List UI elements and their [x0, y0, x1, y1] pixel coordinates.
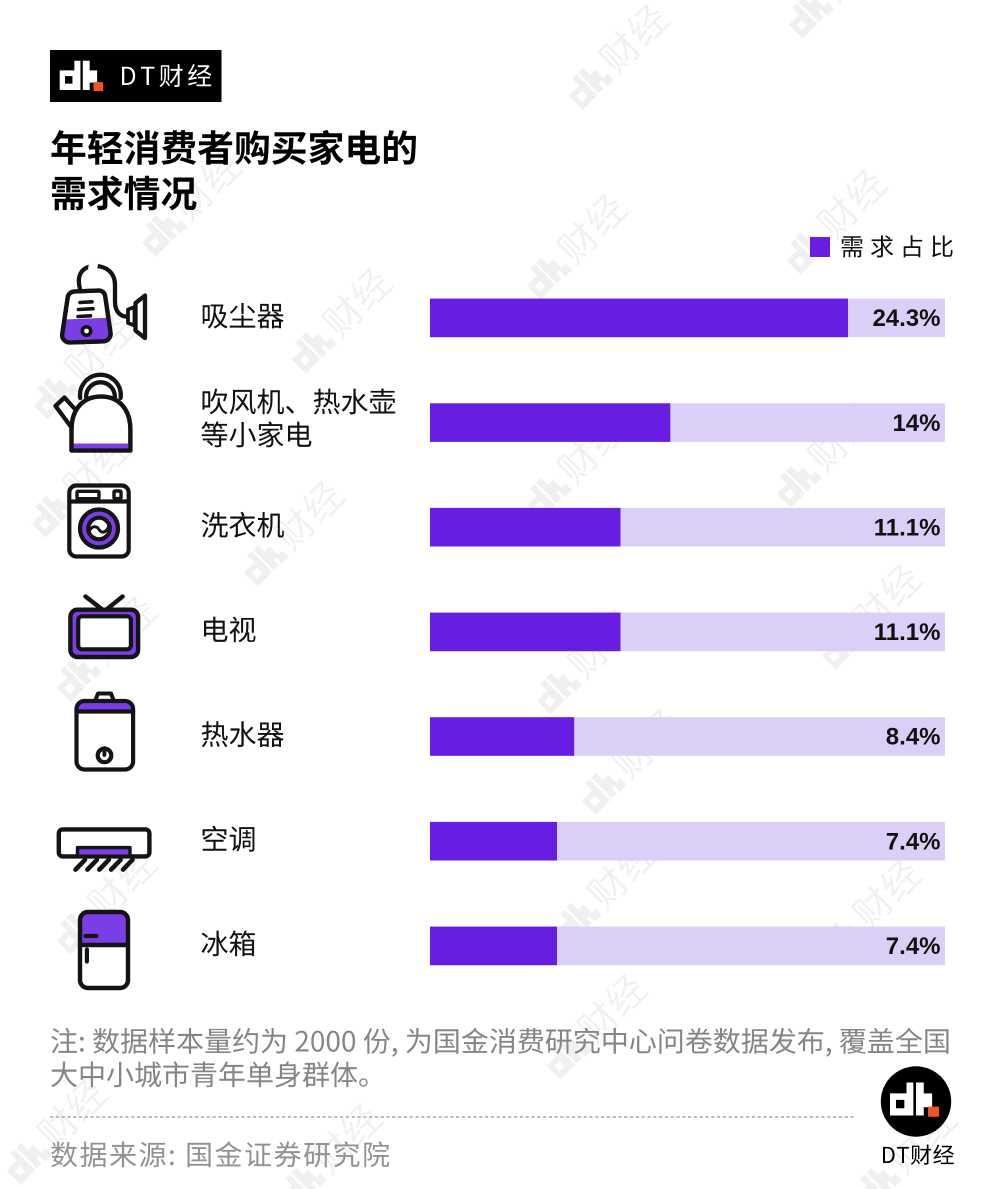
svg-text:11.1%: 11.1% [874, 514, 941, 541]
svg-text:8.4%: 8.4% [886, 724, 941, 751]
svg-text:24.3%: 24.3% [872, 305, 940, 332]
svg-text:11.1%: 11.1% [874, 619, 941, 646]
svg-text:7.4%: 7.4% [886, 828, 941, 855]
svg-text:14%: 14% [892, 410, 940, 437]
svg-text:7.4%: 7.4% [886, 933, 941, 960]
